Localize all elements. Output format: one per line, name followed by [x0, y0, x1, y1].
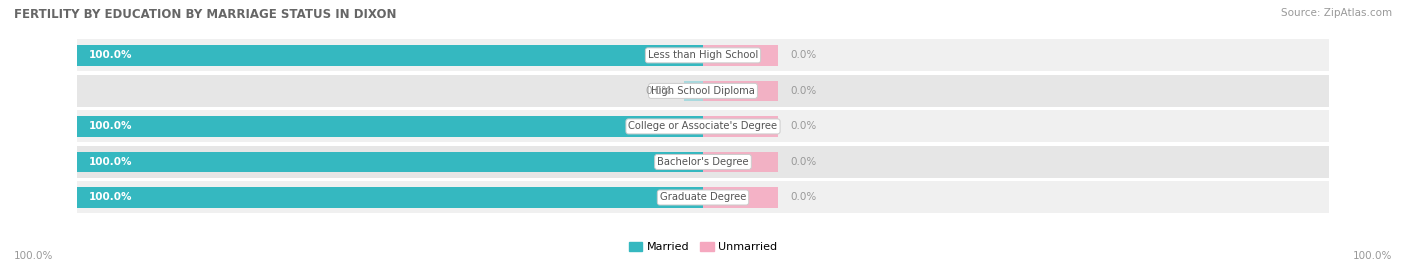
Text: Less than High School: Less than High School — [648, 50, 758, 60]
Text: College or Associate's Degree: College or Associate's Degree — [628, 121, 778, 132]
Text: 100.0%: 100.0% — [1353, 251, 1392, 261]
Text: 0.0%: 0.0% — [645, 86, 672, 96]
Text: 100.0%: 100.0% — [89, 121, 132, 132]
Legend: Married, Unmarried: Married, Unmarried — [624, 237, 782, 256]
Text: 0.0%: 0.0% — [790, 121, 817, 132]
Bar — [77, 39, 1329, 71]
Text: 100.0%: 100.0% — [89, 193, 132, 203]
Text: 0.0%: 0.0% — [790, 50, 817, 60]
Bar — [77, 116, 703, 137]
Bar — [703, 81, 778, 101]
Text: Source: ZipAtlas.com: Source: ZipAtlas.com — [1281, 8, 1392, 18]
Text: Bachelor's Degree: Bachelor's Degree — [657, 157, 749, 167]
Bar — [703, 45, 778, 66]
Text: 0.0%: 0.0% — [790, 86, 817, 96]
Bar — [703, 152, 778, 172]
Bar — [77, 75, 1329, 107]
Bar — [685, 81, 703, 101]
Text: 0.0%: 0.0% — [790, 157, 817, 167]
Text: 100.0%: 100.0% — [14, 251, 53, 261]
Bar — [703, 187, 778, 208]
Text: Graduate Degree: Graduate Degree — [659, 193, 747, 203]
Text: 100.0%: 100.0% — [89, 157, 132, 167]
Bar — [77, 187, 703, 208]
Bar — [77, 45, 703, 66]
Text: High School Diploma: High School Diploma — [651, 86, 755, 96]
Bar — [77, 152, 703, 172]
Bar — [77, 146, 1329, 178]
Bar — [77, 111, 1329, 142]
Text: FERTILITY BY EDUCATION BY MARRIAGE STATUS IN DIXON: FERTILITY BY EDUCATION BY MARRIAGE STATU… — [14, 8, 396, 21]
Bar — [77, 182, 1329, 214]
Text: 100.0%: 100.0% — [89, 50, 132, 60]
Text: 0.0%: 0.0% — [790, 193, 817, 203]
Bar — [703, 116, 778, 137]
